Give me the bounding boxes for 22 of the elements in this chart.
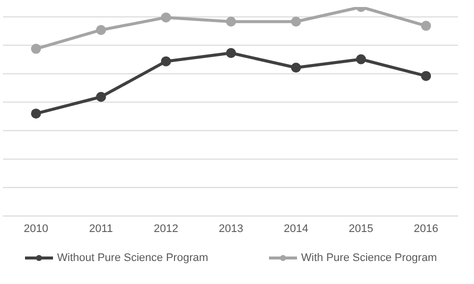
legend-label: With Pure Science Program <box>300 252 437 264</box>
x-tick-label: 2012 <box>154 222 178 235</box>
point <box>226 48 236 58</box>
x-tick-label: 2015 <box>348 222 374 235</box>
point <box>31 44 41 54</box>
point <box>96 24 106 35</box>
x-tick-label: 2010 <box>24 222 48 235</box>
point <box>96 92 106 102</box>
point <box>356 54 366 64</box>
point <box>421 20 431 31</box>
x-tick-label: 2011 <box>89 222 113 235</box>
point <box>31 108 41 119</box>
legend-label: Without Pure Science Program <box>56 252 208 264</box>
point <box>161 56 171 66</box>
point <box>421 70 431 81</box>
point <box>226 16 236 27</box>
point <box>291 62 301 73</box>
x-tick-label: 2016 <box>414 222 438 235</box>
point <box>291 16 301 27</box>
point <box>161 12 171 22</box>
x-tick-label: 2013 <box>218 222 244 235</box>
x-tick-label: 2014 <box>284 222 308 235</box>
